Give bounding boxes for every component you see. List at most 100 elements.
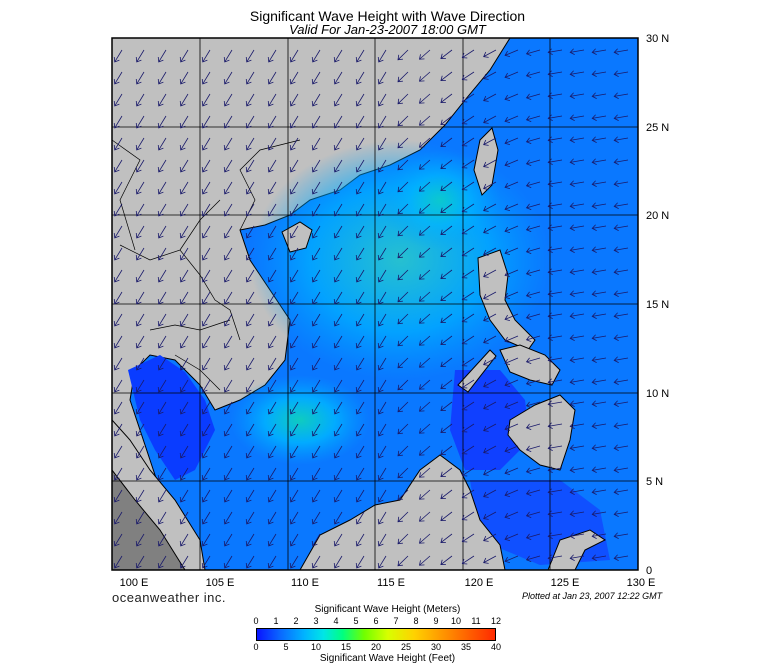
direction-arrow — [613, 466, 629, 474]
direction-arrow — [179, 511, 189, 525]
direction-arrow — [223, 269, 233, 283]
direction-arrow — [397, 49, 409, 61]
direction-arrow — [440, 115, 453, 125]
direction-arrow — [377, 379, 387, 393]
direction-arrow — [289, 203, 299, 217]
direction-arrow — [135, 49, 145, 63]
direction-arrow — [613, 488, 629, 496]
direction-arrow — [440, 49, 453, 59]
direction-arrow — [223, 555, 233, 569]
direction-arrow — [355, 313, 365, 327]
direction-arrow — [245, 71, 255, 85]
direction-arrow — [355, 379, 365, 393]
direction-arrow — [267, 555, 277, 569]
direction-arrow — [397, 533, 409, 545]
direction-arrow — [245, 511, 255, 525]
legend-meter-tick-9: 9 — [433, 616, 439, 626]
direction-arrow — [157, 49, 167, 63]
direction-arrow — [157, 71, 167, 85]
direction-arrow — [418, 181, 431, 192]
direction-arrow — [525, 423, 541, 431]
direction-arrow — [311, 71, 321, 85]
direction-arrow — [333, 467, 343, 481]
direction-arrow — [289, 49, 299, 63]
direction-arrow — [591, 356, 607, 364]
direction-arrow — [591, 554, 607, 562]
direction-arrow — [483, 423, 497, 432]
direction-arrow — [157, 137, 167, 151]
direction-arrow — [113, 159, 123, 173]
direction-arrow — [135, 181, 145, 195]
direction-arrow — [135, 313, 145, 327]
direction-arrow — [355, 555, 365, 569]
direction-arrow — [135, 511, 145, 525]
direction-arrow — [397, 467, 409, 479]
direction-arrow — [355, 423, 365, 437]
direction-arrow — [223, 181, 233, 195]
direction-arrow — [289, 379, 299, 393]
island-luzon — [477, 249, 536, 351]
direction-arrow — [157, 401, 167, 415]
direction-arrow — [201, 445, 211, 459]
direction-arrow — [179, 71, 189, 85]
direction-arrow — [157, 335, 167, 349]
direction-arrow — [333, 489, 343, 503]
direction-arrow — [440, 467, 453, 477]
direction-arrow — [591, 114, 607, 122]
direction-arrow — [525, 489, 541, 497]
direction-arrow — [418, 423, 431, 434]
direction-arrow — [504, 247, 519, 255]
direction-arrow — [333, 93, 343, 107]
direction-arrow — [613, 312, 629, 320]
direction-arrow — [525, 159, 541, 167]
direction-arrow — [201, 291, 211, 305]
direction-arrow — [525, 335, 541, 343]
direction-arrow — [267, 247, 277, 261]
direction-arrow — [289, 269, 299, 283]
direction-arrow — [525, 533, 541, 541]
direction-arrow — [179, 225, 189, 239]
direction-arrow — [135, 115, 145, 129]
direction-arrow — [289, 335, 299, 349]
direction-arrow — [613, 334, 629, 342]
lon-label-125: 125 E — [551, 577, 580, 589]
legend-feet-tick-3: 15 — [340, 642, 351, 652]
direction-arrow — [113, 71, 123, 85]
direction-arrow — [483, 401, 497, 410]
direction-arrow — [267, 93, 277, 107]
direction-arrow — [613, 532, 629, 540]
direction-arrow — [333, 181, 343, 195]
direction-arrow — [355, 511, 365, 525]
direction-arrow — [504, 313, 519, 321]
island-visayas — [499, 344, 561, 386]
legend-meter-tick-10: 10 — [450, 616, 461, 626]
direction-arrow — [113, 357, 123, 371]
direction-arrow — [135, 357, 145, 371]
direction-arrow — [547, 158, 563, 166]
direction-arrow — [267, 533, 277, 547]
direction-arrow — [201, 401, 211, 415]
direction-arrow — [223, 357, 233, 371]
direction-arrow — [418, 467, 431, 478]
direction-arrow — [461, 181, 475, 191]
direction-arrow — [245, 313, 255, 327]
direction-arrow — [245, 137, 255, 151]
direction-arrow — [397, 335, 409, 347]
direction-arrow — [504, 423, 519, 431]
direction-arrow — [483, 313, 497, 322]
direction-arrow — [179, 401, 189, 415]
direction-arrow — [377, 533, 387, 547]
direction-arrow — [245, 401, 255, 415]
direction-arrow — [223, 115, 233, 129]
direction-arrow — [113, 555, 123, 569]
direction-arrow — [461, 159, 475, 169]
direction-arrow — [483, 467, 497, 476]
direction-arrow — [397, 511, 409, 523]
direction-arrow — [440, 533, 453, 543]
direction-arrow — [525, 247, 541, 255]
direction-arrow — [179, 181, 189, 195]
direction-arrow — [418, 137, 431, 148]
lon-label-100: 100 E — [120, 577, 149, 589]
direction-arrow — [377, 555, 387, 569]
direction-arrow — [418, 379, 431, 390]
